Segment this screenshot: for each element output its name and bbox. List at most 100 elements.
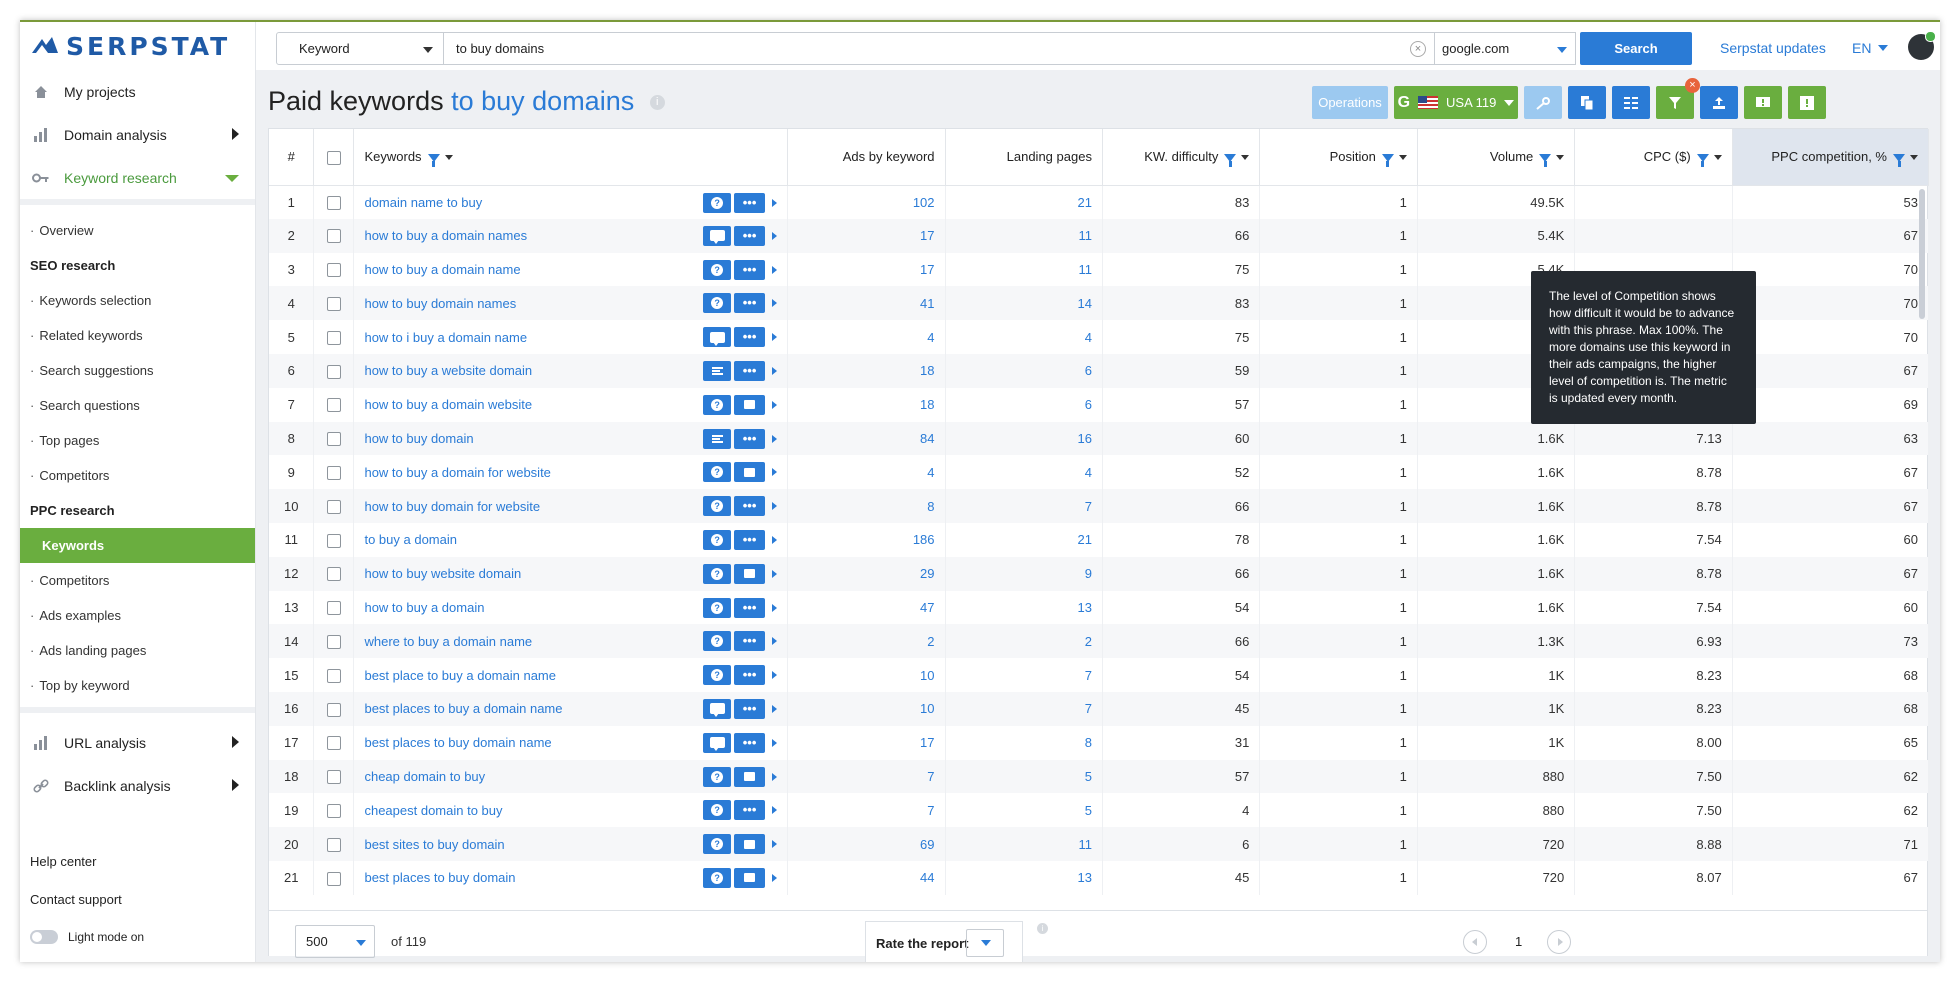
- row-checkbox[interactable]: [326, 567, 341, 582]
- ads-by-keyword-cell[interactable]: 17: [787, 252, 946, 287]
- help-center-link[interactable]: Help center: [30, 853, 97, 869]
- row-checkbox[interactable]: [326, 804, 341, 819]
- nav-url-analysis[interactable]: URL analysis: [20, 721, 255, 764]
- keyword-link[interactable]: how to buy website domain: [364, 566, 522, 582]
- keyword-info-button[interactable]: ?: [703, 867, 732, 888]
- ad-preview-button[interactable]: [734, 394, 766, 415]
- nav-keyword-research[interactable]: Keyword research: [20, 156, 255, 199]
- keyword-link[interactable]: where to buy a domain name: [364, 633, 533, 649]
- keyword-link[interactable]: how to buy a domain for website: [364, 464, 551, 480]
- scrollbar[interactable]: [1919, 189, 1925, 319]
- keyword-link[interactable]: how to buy a domain website: [364, 397, 533, 413]
- sub-ppc-keywords[interactable]: Keywords: [20, 528, 255, 563]
- more-options-button[interactable]: •••: [734, 732, 766, 753]
- more-options-button[interactable]: •••: [734, 665, 766, 686]
- landing-pages-cell[interactable]: 6: [945, 353, 1103, 388]
- landing-pages-cell[interactable]: 7: [945, 658, 1103, 692]
- expand-arrow-icon[interactable]: [772, 704, 778, 713]
- keyword-link[interactable]: how to i buy a domain name: [364, 329, 528, 345]
- sub-ads-landing-pages[interactable]: Ads landing pages: [20, 633, 255, 668]
- more-options-button[interactable]: •••: [734, 225, 766, 246]
- keyword-info-button[interactable]: ?: [703, 462, 732, 483]
- ads-by-keyword-cell[interactable]: 102: [787, 185, 946, 219]
- row-select[interactable]: [313, 658, 355, 692]
- ads-by-keyword-cell[interactable]: 18: [787, 387, 946, 422]
- row-select[interactable]: [313, 185, 355, 219]
- row-select[interactable]: [313, 218, 355, 253]
- sort-icon[interactable]: [1241, 155, 1250, 161]
- ads-by-keyword-cell[interactable]: 10: [787, 691, 946, 726]
- filter-icon[interactable]: ×: [1656, 78, 1700, 119]
- keyword-link[interactable]: how to buy domain: [364, 430, 474, 446]
- next-page-button[interactable]: [1547, 930, 1571, 954]
- keyword-link[interactable]: best place to buy a domain name: [364, 667, 556, 683]
- row-select[interactable]: [313, 725, 355, 760]
- row-checkbox[interactable]: [326, 770, 341, 785]
- avatar[interactable]: [1908, 31, 1936, 60]
- landing-pages-cell[interactable]: 21: [945, 185, 1103, 219]
- serpstat-updates-link[interactable]: Serpstat updates: [1720, 40, 1826, 56]
- keyword-link[interactable]: how to buy domain names: [364, 295, 517, 311]
- prev-page-button[interactable]: [1463, 930, 1487, 954]
- landing-pages-cell[interactable]: 13: [945, 860, 1103, 895]
- select-all-checkbox[interactable]: [326, 150, 341, 165]
- copy-icon[interactable]: [1568, 86, 1606, 119]
- row-checkbox[interactable]: [326, 466, 341, 481]
- nav-domain-analysis[interactable]: Domain analysis: [20, 113, 255, 156]
- landing-pages-cell[interactable]: 9: [945, 556, 1103, 591]
- search-button[interactable]: Search: [1580, 32, 1692, 65]
- col-cpc[interactable]: CPC ($): [1574, 129, 1733, 186]
- col-ads-by-keyword[interactable]: Ads by keyword: [787, 129, 946, 186]
- expand-arrow-icon[interactable]: [772, 333, 778, 342]
- expand-arrow-icon[interactable]: [772, 637, 778, 646]
- row-select[interactable]: [313, 489, 355, 523]
- row-checkbox[interactable]: [326, 601, 341, 616]
- row-select[interactable]: [313, 320, 355, 354]
- row-checkbox[interactable]: [326, 330, 341, 345]
- search-input[interactable]: to buy domains ×: [443, 32, 1435, 65]
- logo[interactable]: SERPSTAT: [20, 22, 255, 70]
- row-select[interactable]: [313, 286, 355, 321]
- sub-ppc-competitors[interactable]: Competitors: [20, 563, 255, 598]
- expand-arrow-icon[interactable]: [772, 231, 778, 240]
- expand-arrow-icon[interactable]: [772, 772, 778, 781]
- expand-arrow-icon[interactable]: [772, 535, 778, 544]
- keyword-info-button[interactable]: ?: [703, 665, 732, 686]
- ad-preview-button[interactable]: [734, 867, 766, 888]
- filter-icon[interactable]: [1381, 153, 1394, 167]
- ads-by-keyword-cell[interactable]: 17: [787, 218, 946, 253]
- keyword-link[interactable]: how to buy a domain: [364, 599, 485, 615]
- filter-icon[interactable]: [1539, 153, 1552, 167]
- expand-arrow-icon[interactable]: [772, 603, 778, 612]
- col-select-all[interactable]: [313, 129, 355, 186]
- row-checkbox[interactable]: [326, 297, 341, 312]
- keyword-info-button[interactable]: ?: [703, 834, 732, 855]
- col-position[interactable]: Position: [1259, 129, 1418, 186]
- keyword-info-button[interactable]: ?: [703, 529, 732, 550]
- sort-icon[interactable]: [1910, 155, 1918, 161]
- row-checkbox[interactable]: [326, 837, 341, 852]
- landing-pages-cell[interactable]: 4: [945, 455, 1103, 490]
- landing-pages-cell[interactable]: 6: [945, 387, 1103, 422]
- landing-pages-cell[interactable]: 7: [945, 489, 1103, 523]
- ads-by-keyword-cell[interactable]: 7: [787, 793, 946, 828]
- keyword-info-button[interactable]: ?: [703, 259, 732, 280]
- sort-icon[interactable]: [1713, 155, 1722, 161]
- landing-pages-cell[interactable]: 14: [945, 286, 1103, 321]
- sub-top-by-keyword[interactable]: Top by keyword: [20, 668, 255, 703]
- ads-by-keyword-cell[interactable]: 44: [787, 860, 946, 895]
- row-select[interactable]: [313, 387, 355, 422]
- close-icon[interactable]: ×: [1685, 78, 1700, 93]
- landing-pages-cell[interactable]: 4: [945, 320, 1103, 354]
- keyword-info-button[interactable]: ?: [703, 563, 732, 584]
- nav-my-projects[interactable]: My projects: [20, 70, 255, 113]
- ad-preview-button[interactable]: [734, 462, 766, 483]
- row-select[interactable]: [313, 252, 355, 287]
- expand-arrow-icon[interactable]: [772, 265, 778, 274]
- ads-by-keyword-cell[interactable]: 7: [787, 759, 946, 794]
- ads-by-keyword-cell[interactable]: 29: [787, 556, 946, 591]
- row-checkbox[interactable]: [326, 635, 341, 650]
- keyword-link[interactable]: best places to buy domain name: [364, 735, 552, 751]
- row-select[interactable]: [313, 624, 355, 659]
- row-checkbox[interactable]: [326, 702, 341, 717]
